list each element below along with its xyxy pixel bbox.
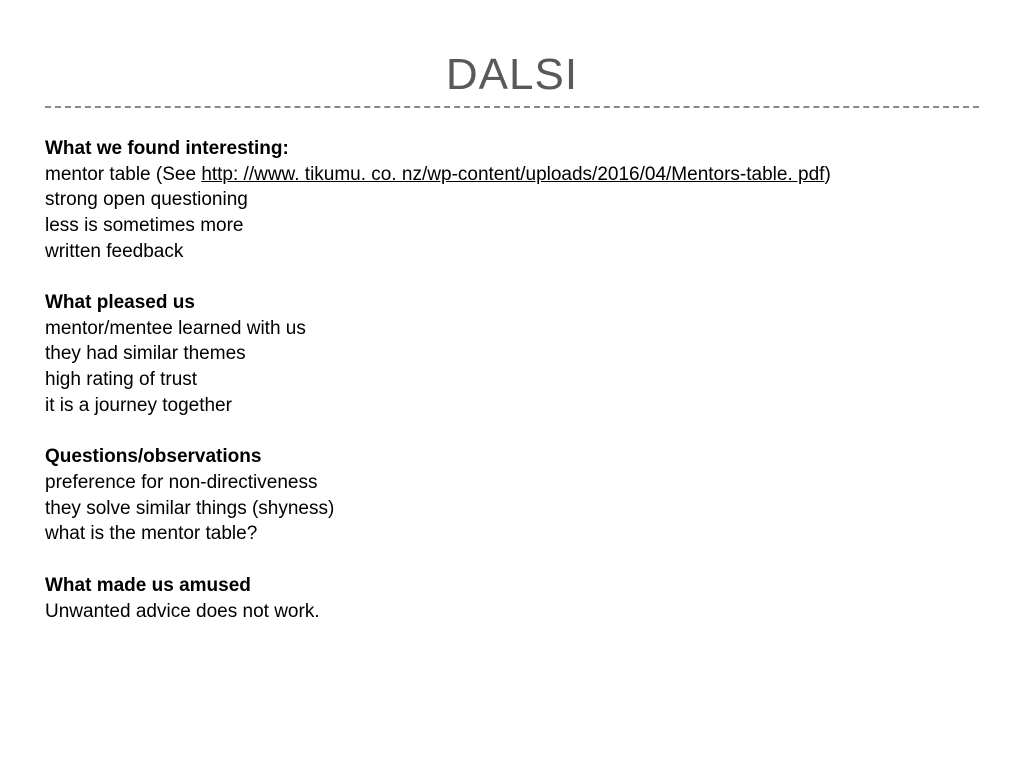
slide-container: DALSI What we found interesting: mentor …: [0, 0, 1024, 768]
body-line: written feedback: [45, 239, 979, 265]
body-line: Unwanted advice does not work.: [45, 599, 979, 625]
content-area: What we found interesting: mentor table …: [45, 136, 979, 624]
section-interesting: What we found interesting: mentor table …: [45, 136, 979, 264]
body-line: they solve similar things (shyness): [45, 496, 979, 522]
line-prefix: mentor table (See: [45, 164, 201, 185]
body-line: it is a journey together: [45, 393, 979, 419]
body-line: mentor table (See http: //www. tikumu. c…: [45, 162, 979, 188]
body-line: high rating of trust: [45, 367, 979, 393]
section-heading: What made us amused: [45, 573, 979, 599]
section-amused: What made us amused Unwanted advice does…: [45, 573, 979, 624]
body-line: what is the mentor table?: [45, 521, 979, 547]
section-pleased: What pleased us mentor/mentee learned wi…: [45, 290, 979, 418]
body-line: less is sometimes more: [45, 213, 979, 239]
body-line: strong open questioning: [45, 187, 979, 213]
section-heading: Questions/observations: [45, 444, 979, 470]
body-line: mentor/mentee learned with us: [45, 316, 979, 342]
title-divider: [45, 106, 979, 108]
line-suffix: ): [824, 164, 830, 185]
section-heading: What we found interesting:: [45, 136, 979, 162]
section-heading: What pleased us: [45, 290, 979, 316]
body-line: preference for non-directiveness: [45, 470, 979, 496]
body-line: they had similar themes: [45, 341, 979, 367]
mentor-table-link[interactable]: http: //www. tikumu. co. nz/wp-content/u…: [201, 164, 824, 185]
section-questions: Questions/observations preference for no…: [45, 444, 979, 547]
page-title: DALSI: [45, 50, 979, 100]
